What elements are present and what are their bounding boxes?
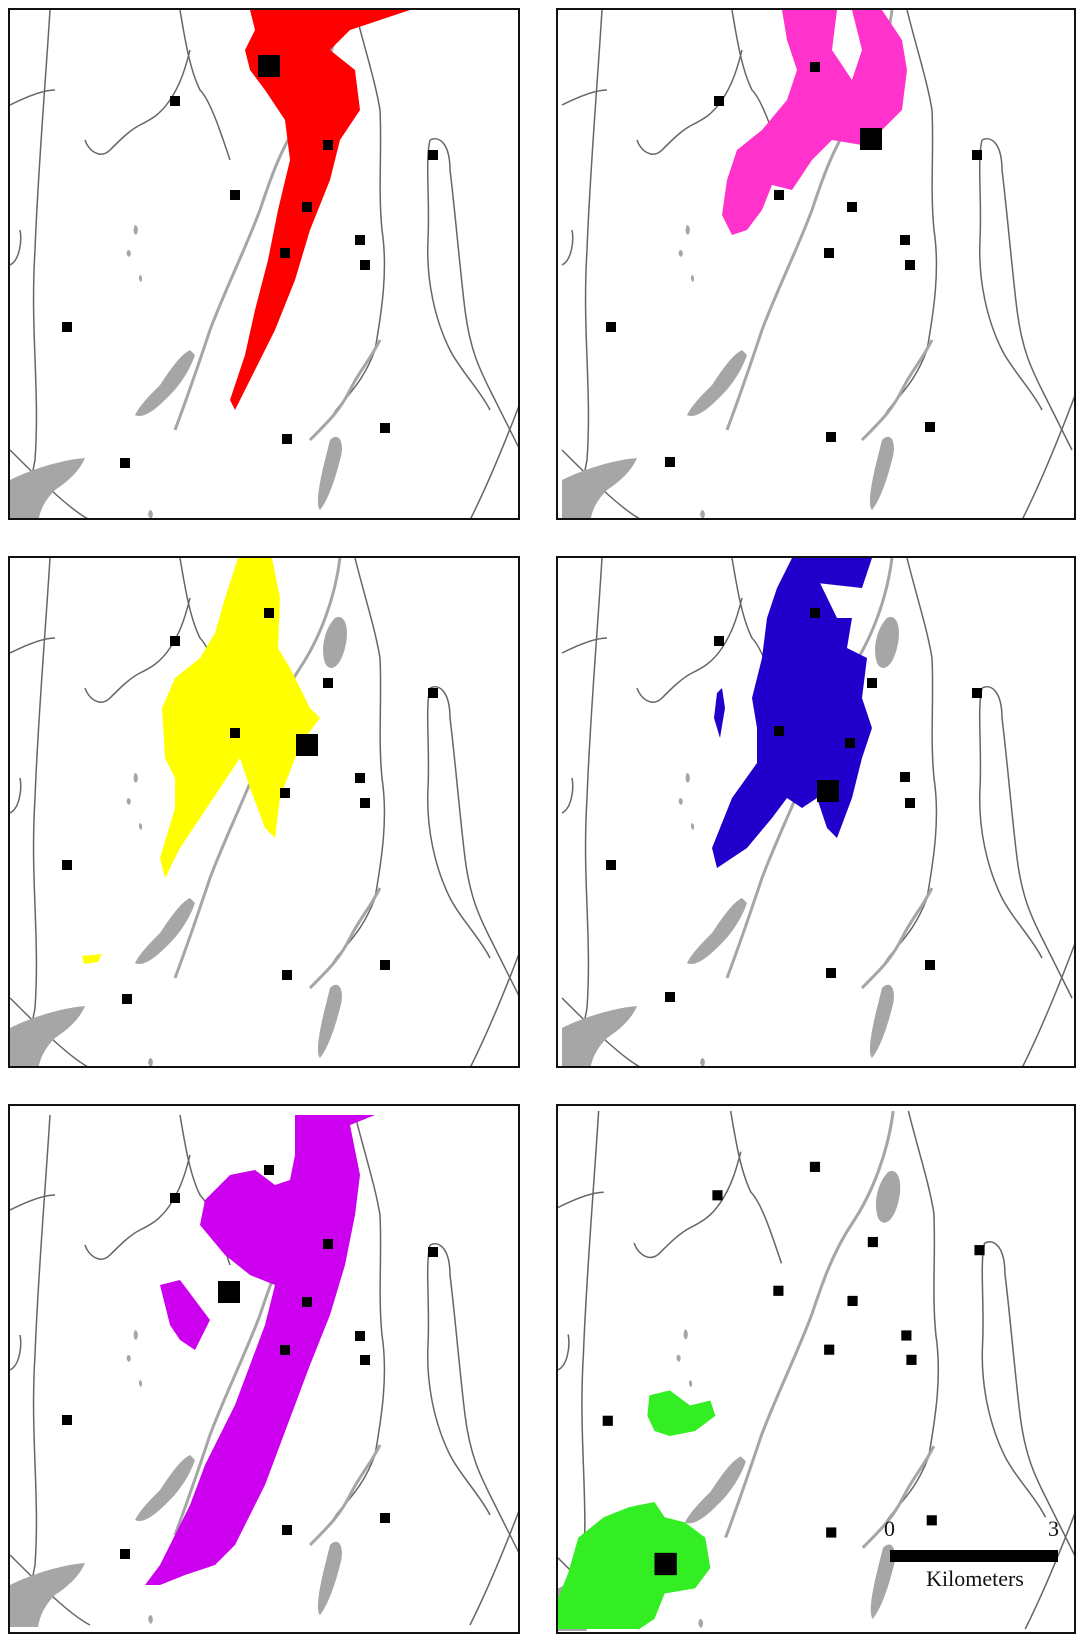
map-canvas <box>10 10 518 518</box>
habitat-area <box>230 10 410 410</box>
habitat-area-north <box>814 558 872 588</box>
site-markers <box>602 1161 985 1538</box>
site-marker-large <box>817 780 839 802</box>
habitat-area <box>558 1502 711 1629</box>
scale-bar: 0 3 Kilometers <box>880 1516 1070 1626</box>
habitat-area <box>712 558 872 868</box>
site-marker-large <box>654 1552 677 1576</box>
site-markers <box>606 608 982 1002</box>
site-marker-large <box>860 128 882 150</box>
scale-bar-unit-label: Kilometers <box>926 1566 1024 1591</box>
map-panel-top-right <box>556 8 1076 520</box>
map-panel-middle-left <box>8 556 520 1068</box>
map-canvas <box>10 558 518 1066</box>
map-canvas <box>558 1109 1074 1632</box>
site-markers <box>62 96 438 468</box>
map-panel-bottom-left <box>8 1104 520 1634</box>
scale-bar-line <box>890 1550 1058 1562</box>
scale-bar-end-label: 3 <box>1048 1516 1059 1541</box>
site-markers <box>62 608 438 1004</box>
habitat-area <box>722 10 907 235</box>
site-marker-large <box>296 734 318 756</box>
site-markers <box>606 62 982 467</box>
map-canvas <box>560 10 1074 518</box>
map-panel-bottom-right <box>556 1104 1076 1634</box>
habitat-area-north <box>647 1390 716 1437</box>
map-canvas <box>560 558 1074 1066</box>
map-panel-top-left <box>8 8 520 520</box>
habitat-area <box>160 558 320 878</box>
habitat-area <box>145 1115 375 1585</box>
map-canvas <box>10 1113 518 1629</box>
habitat-area-west <box>160 1280 210 1350</box>
scale-bar-start-label: 0 <box>884 1516 895 1541</box>
habitat-area-small <box>714 688 725 738</box>
habitat-area-small <box>82 954 102 964</box>
map-panel-middle-right <box>556 556 1076 1068</box>
site-marker-large <box>218 1281 240 1303</box>
site-marker-large <box>258 55 280 77</box>
site-markers <box>62 1165 438 1559</box>
